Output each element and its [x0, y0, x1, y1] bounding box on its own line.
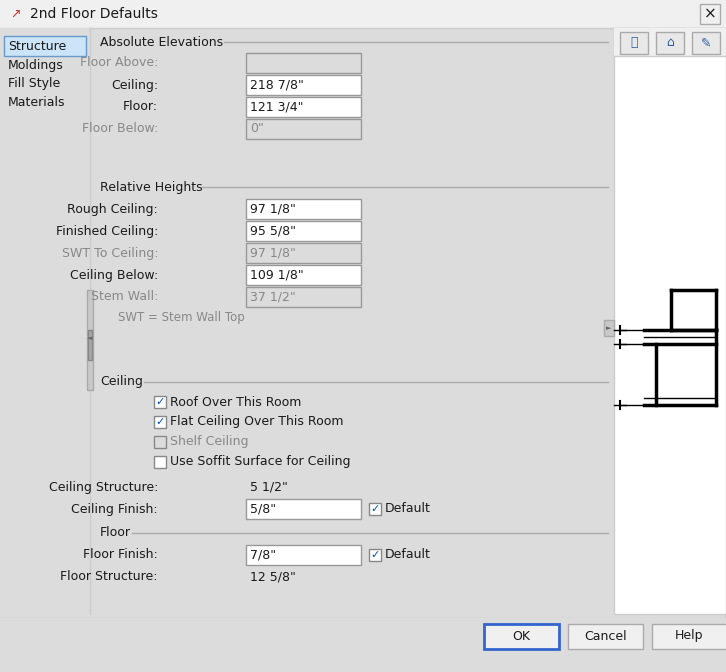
Text: Cancel: Cancel: [584, 630, 627, 642]
Text: ×: ×: [703, 7, 717, 22]
Text: ►: ►: [606, 325, 612, 331]
Text: 37 1/2": 37 1/2": [250, 290, 295, 304]
Bar: [246, 265, 361, 285]
Bar: [614, 28, 726, 56]
Bar: [0, 28, 90, 642]
Text: ◄: ◄: [87, 335, 93, 341]
Bar: [246, 75, 361, 95]
Text: Use Soffit Surface for Ceiling: Use Soffit Surface for Ceiling: [170, 456, 351, 468]
Text: 218 7/8": 218 7/8": [250, 79, 304, 91]
Text: Stem Wall:: Stem Wall:: [91, 290, 158, 304]
Text: Floor: Floor: [100, 526, 131, 540]
Text: Absolute Elevations: Absolute Elevations: [100, 36, 223, 48]
Text: 12 5/8": 12 5/8": [250, 571, 296, 583]
Text: 2nd Floor Defaults: 2nd Floor Defaults: [30, 7, 158, 21]
Text: Ceiling Structure:: Ceiling Structure:: [49, 480, 158, 493]
Text: 0": 0": [250, 122, 264, 136]
Text: ⤢: ⤢: [630, 36, 637, 50]
Text: Rough Ceiling:: Rough Ceiling:: [68, 202, 158, 216]
Text: Floor:: Floor:: [123, 101, 158, 114]
Bar: [154, 456, 166, 468]
Text: Moldings: Moldings: [8, 60, 64, 73]
Text: ✓: ✓: [155, 417, 165, 427]
Text: Roof Over This Room: Roof Over This Room: [170, 396, 301, 409]
Text: ⌂: ⌂: [666, 36, 674, 50]
Text: Finished Ceiling:: Finished Ceiling:: [56, 224, 158, 237]
Bar: [246, 499, 361, 519]
Text: Floor Finish:: Floor Finish:: [83, 548, 158, 562]
Bar: [246, 545, 361, 565]
Text: Floor Below:: Floor Below:: [81, 122, 158, 136]
Bar: [246, 243, 361, 263]
Text: Ceiling: Ceiling: [100, 376, 143, 388]
Text: 97 1/8": 97 1/8": [250, 247, 296, 259]
Text: SWT To Ceiling:: SWT To Ceiling:: [62, 247, 158, 259]
Text: 5 1/2": 5 1/2": [250, 480, 288, 493]
Bar: [568, 624, 643, 649]
Bar: [246, 287, 361, 307]
Bar: [246, 199, 361, 219]
Text: Ceiling:: Ceiling:: [111, 79, 158, 91]
Text: ✓: ✓: [370, 550, 380, 560]
Bar: [656, 32, 684, 54]
Text: 97 1/8": 97 1/8": [250, 202, 296, 216]
Text: 109 1/8": 109 1/8": [250, 269, 303, 282]
Bar: [620, 32, 648, 54]
Bar: [604, 320, 614, 336]
Bar: [154, 396, 166, 408]
Bar: [246, 119, 361, 139]
Text: ✓: ✓: [370, 504, 380, 514]
Text: Floor Above:: Floor Above:: [80, 56, 158, 69]
Text: 95 5/8": 95 5/8": [250, 224, 296, 237]
Bar: [614, 28, 726, 614]
Text: ↗: ↗: [11, 7, 21, 21]
Text: OK: OK: [513, 630, 531, 642]
Text: Ceiling Finish:: Ceiling Finish:: [71, 503, 158, 515]
Bar: [246, 221, 361, 241]
Bar: [652, 624, 726, 649]
Bar: [88, 330, 92, 360]
Text: Fill Style: Fill Style: [8, 77, 60, 91]
Text: Default: Default: [385, 503, 431, 515]
Bar: [0, 618, 726, 672]
Text: 121 3/4": 121 3/4": [250, 101, 303, 114]
Bar: [246, 97, 361, 117]
Bar: [154, 436, 166, 448]
Text: Relative Heights: Relative Heights: [100, 181, 203, 194]
Bar: [4, 36, 86, 56]
Bar: [484, 624, 559, 649]
Text: 7/8": 7/8": [250, 548, 276, 562]
Bar: [692, 32, 720, 54]
Text: SWT = Stem Wall Top: SWT = Stem Wall Top: [118, 312, 245, 325]
Bar: [0, 0, 726, 28]
Bar: [87, 290, 93, 390]
Text: ✎: ✎: [701, 36, 711, 50]
Text: Structure: Structure: [8, 40, 66, 54]
Text: Floor Structure:: Floor Structure:: [60, 571, 158, 583]
Text: Flat Ceiling Over This Room: Flat Ceiling Over This Room: [170, 415, 343, 429]
Text: Shelf Ceiling: Shelf Ceiling: [170, 435, 248, 448]
Bar: [369, 503, 381, 515]
Text: ✓: ✓: [155, 397, 165, 407]
Bar: [369, 549, 381, 561]
Text: Ceiling Below:: Ceiling Below:: [70, 269, 158, 282]
Text: Default: Default: [385, 548, 431, 562]
Bar: [700, 4, 720, 24]
Text: Help: Help: [675, 630, 703, 642]
Bar: [246, 53, 361, 73]
Text: 5/8": 5/8": [250, 503, 276, 515]
Bar: [154, 416, 166, 428]
Text: Materials: Materials: [8, 95, 65, 108]
